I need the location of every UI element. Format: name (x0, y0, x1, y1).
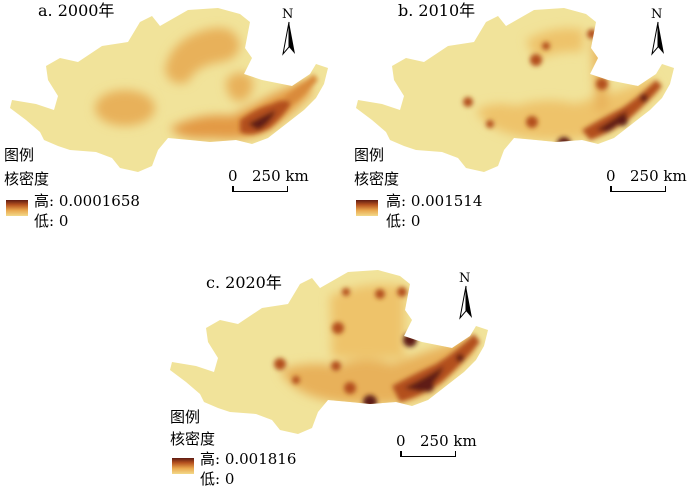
hotspot (403, 333, 417, 347)
north-arrow-icon (459, 285, 472, 320)
density-zone (95, 90, 155, 126)
scale-zero-2020: 0 (396, 432, 406, 450)
legend-gradient-2000 (6, 200, 28, 216)
density-surface-2010 (463, 28, 662, 151)
hotspot (456, 354, 464, 362)
legend-gradient-2020 (172, 458, 194, 474)
hotspot (331, 361, 341, 371)
hotspot (422, 380, 434, 392)
density-zone (330, 284, 404, 358)
legend-low-2020: 低: 0 (200, 470, 235, 488)
panel-title-2010: b. 2010年 (398, 1, 476, 20)
legend-subtitle-2010: 核密度 (354, 170, 400, 188)
legend-gradient-2010 (356, 200, 378, 216)
hotspot (342, 288, 350, 296)
hotspot (274, 358, 286, 370)
scale-bar-2020 (400, 445, 456, 457)
legend-title-2010: 图例 (354, 146, 385, 164)
hotspot (596, 78, 608, 90)
density-zone (284, 74, 318, 104)
density-zone (404, 366, 444, 392)
legend-title-2000: 图例 (4, 146, 35, 164)
hotspot (344, 382, 356, 394)
legend-high-2020: 高: 0.001816 (200, 450, 297, 468)
scale-bar-2000 (232, 180, 288, 192)
legend-high-2000: 高: 0.0001658 (34, 192, 140, 210)
density-zone (526, 28, 584, 60)
legend-subtitle-2000: 核密度 (4, 170, 50, 188)
scale-bar-2010 (610, 180, 666, 192)
panel-title-2020: c. 2020年 (206, 273, 282, 292)
hotspot (640, 94, 648, 102)
scale-value-2000: 250 km (252, 167, 309, 185)
density-surface-2000 (95, 27, 318, 139)
legend-high-2010: 高: 0.001514 (386, 192, 483, 210)
hotspot (542, 42, 550, 50)
north-label-2010: N (651, 7, 663, 22)
panel-title-2000: a. 2000年 (38, 1, 115, 20)
hotspot (530, 54, 542, 66)
density-zone (165, 27, 240, 84)
legend-subtitle-2020: 核密度 (170, 430, 216, 448)
hotspot (363, 395, 377, 409)
hotspot (587, 29, 597, 39)
map-2000 (10, 8, 328, 172)
north-arrow-icon (651, 21, 664, 56)
north-label-2000: N (282, 7, 294, 22)
legend-title-2020: 图例 (170, 408, 201, 426)
legend-low-2000: 低: 0 (34, 212, 69, 230)
density-zone (248, 110, 276, 130)
density-surface-2020 (274, 284, 480, 409)
scale-value-2010: 250 km (630, 167, 687, 185)
density-zone (226, 72, 253, 102)
north-arrow-icon (282, 21, 295, 56)
hotspot (486, 120, 494, 128)
hotspot (526, 116, 538, 128)
density-zone (170, 80, 312, 139)
scale-zero-2000: 0 (228, 167, 238, 185)
scale-value-2020: 250 km (420, 432, 477, 450)
hotspot (292, 376, 300, 384)
hotspot (332, 322, 344, 334)
hotspot (557, 137, 571, 151)
legend-low-2010: 低: 0 (386, 212, 421, 230)
hotspot (616, 114, 628, 126)
hotspot (375, 289, 385, 299)
hotspot (397, 287, 407, 297)
north-label-2020: N (459, 271, 471, 286)
hotspot (463, 97, 473, 107)
scale-zero-2010: 0 (606, 167, 616, 185)
